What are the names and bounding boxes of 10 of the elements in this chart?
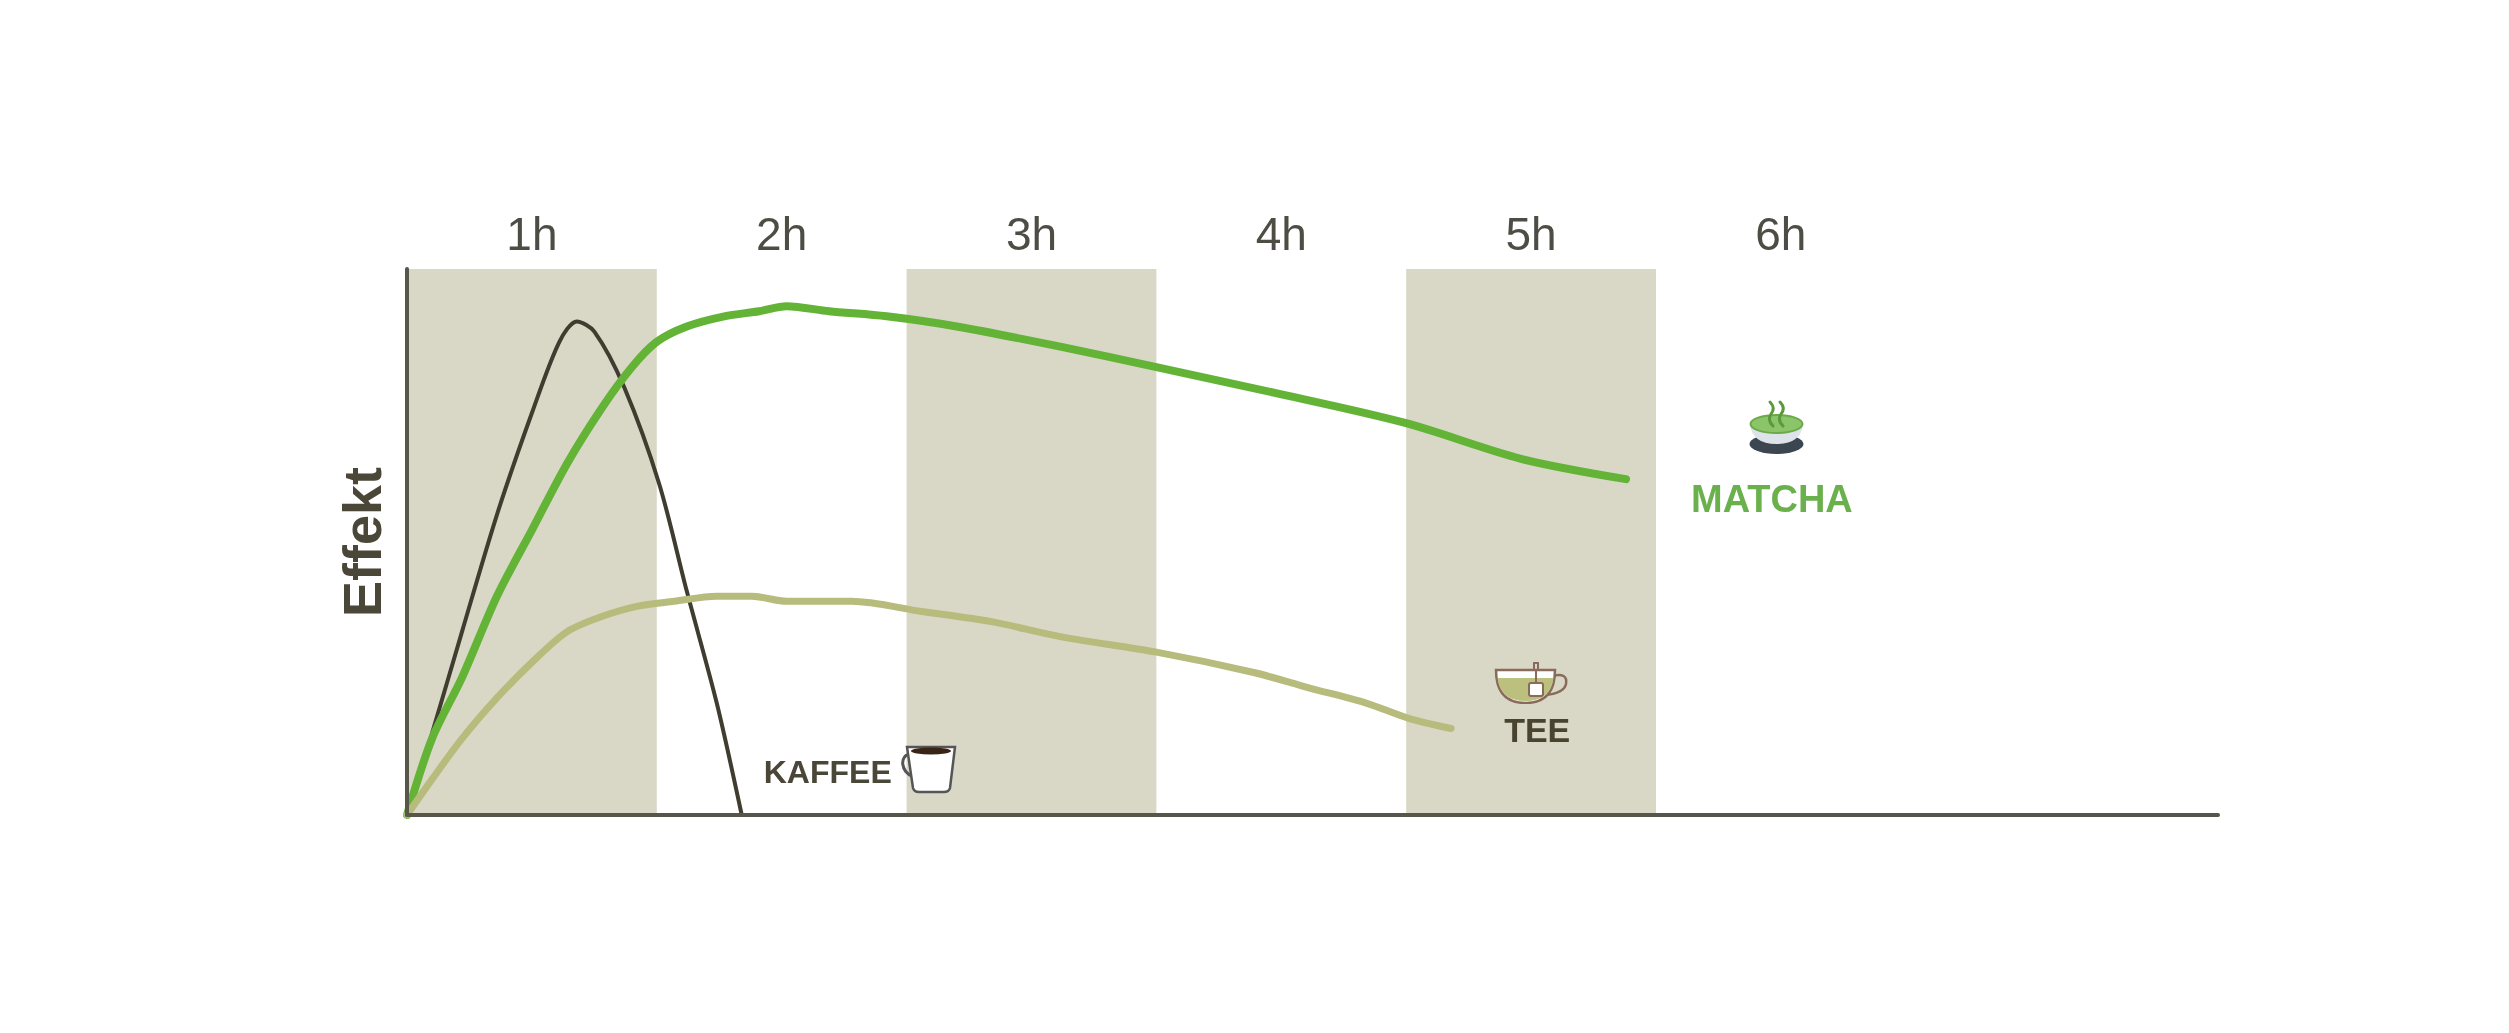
x-tick-label: 1h	[506, 208, 558, 260]
series-label: MATCHA	[1690, 478, 1853, 521]
legend-label: TEE	[1504, 711, 1571, 750]
x-tick-label: 6h	[1755, 208, 1807, 260]
x-tick-label: 4h	[1255, 208, 1307, 260]
x-tick-label: 3h	[1005, 208, 1058, 260]
series-label: KAFFEE	[763, 754, 892, 790]
y-axis-title: Effekt	[332, 466, 392, 618]
x-tick-label: 2h	[756, 208, 808, 260]
x-tick-label: 5h	[1505, 208, 1557, 260]
